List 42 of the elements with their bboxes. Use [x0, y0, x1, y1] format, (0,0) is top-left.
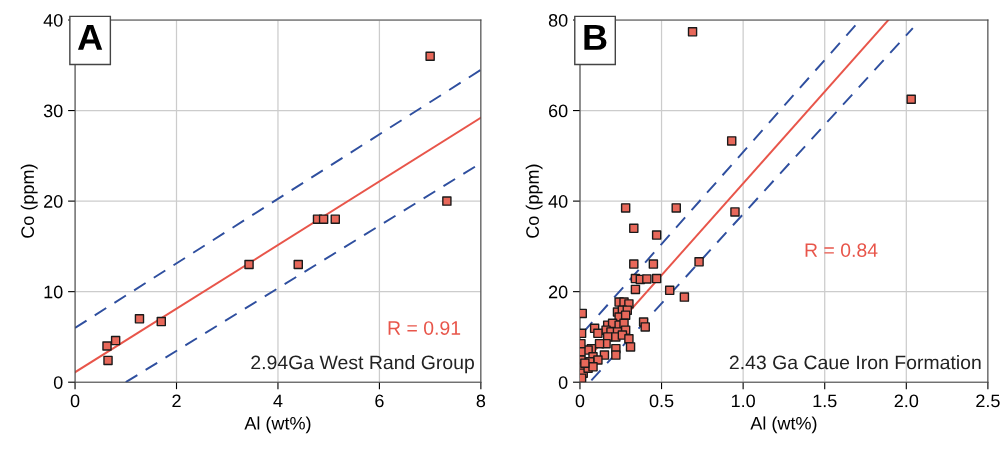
- point: [330, 214, 341, 224]
- point: [442, 196, 452, 206]
- x-tick-label: 1.5: [813, 394, 837, 408]
- x-tick-label: 2.5: [976, 394, 1000, 408]
- point: [102, 341, 112, 351]
- y-tick-label: 30: [43, 104, 63, 118]
- point: [134, 314, 145, 324]
- y-tick-label: 40: [548, 195, 568, 208]
- x-axis-title: Al (wt%): [750, 416, 817, 434]
- y-tick-label: 0: [53, 376, 63, 389]
- x-axis-title: Al (wt%): [244, 416, 311, 434]
- y-axis-title: Co (ppm): [20, 164, 38, 238]
- x-tick-label: 2: [172, 394, 181, 408]
- point: [110, 335, 121, 346]
- annotation: R = 0.91: [388, 321, 461, 335]
- point: [244, 259, 254, 270]
- x-tick-label: 0.5: [649, 394, 674, 408]
- annotation: 2.43 Ga Caue Iron Formation: [729, 355, 981, 370]
- y-tick-label: 80: [548, 13, 568, 27]
- x-tick-label: 8: [476, 394, 486, 408]
- x-tick-label: 2.0: [894, 394, 919, 408]
- annotation: R = 0.84: [805, 243, 878, 258]
- x-tick-label: 0: [575, 394, 585, 408]
- point: [425, 51, 435, 61]
- x-tick-label: 6: [375, 394, 384, 408]
- x-tick-label: 0: [70, 394, 80, 408]
- point: [156, 316, 167, 327]
- annotation: A: [77, 24, 103, 50]
- point: [293, 259, 303, 270]
- x-tick-label: 4: [273, 394, 283, 408]
- y-tick-label: 20: [548, 285, 568, 299]
- annotation: B: [584, 24, 607, 50]
- x-tick-label: 1.0: [731, 394, 755, 408]
- annotation: 2.94Ga West Rand Group: [251, 355, 474, 374]
- y-tick-label: 0: [558, 376, 568, 389]
- y-tick-label: 10: [44, 285, 63, 299]
- y-tick-label: 20: [44, 195, 63, 208]
- y-tick-label: 40: [43, 13, 63, 27]
- y-tick-label: 60: [548, 104, 568, 118]
- y-axis-title: Co (ppm): [525, 164, 543, 238]
- point: [318, 214, 329, 224]
- point: [103, 355, 113, 366]
